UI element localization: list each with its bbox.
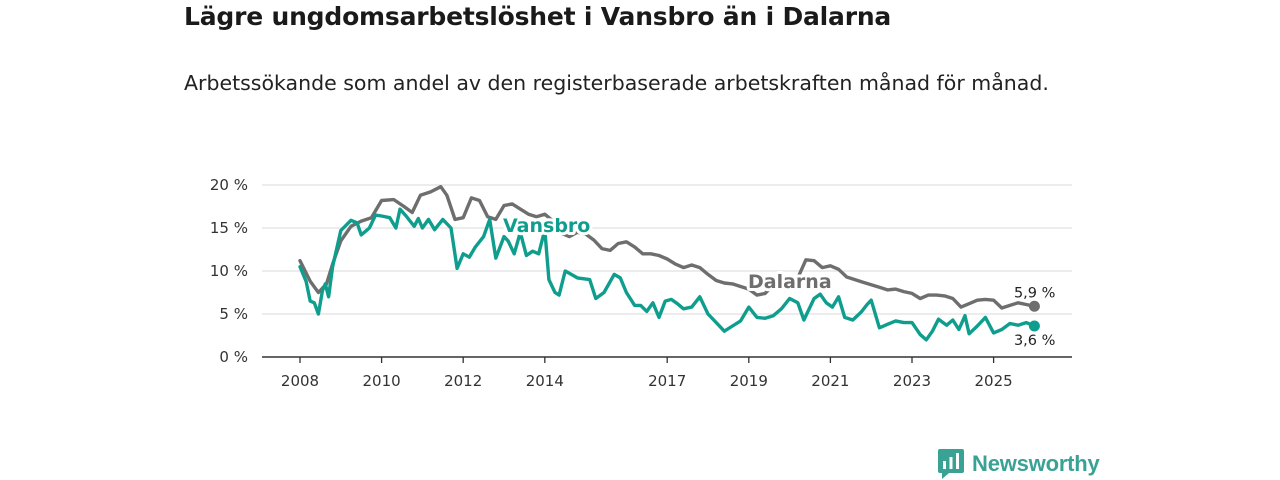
- end-point-dalarna: [1028, 300, 1040, 312]
- y-tick-label: 5 %: [219, 305, 248, 323]
- series-name-label-dalarna: Dalarna: [748, 271, 832, 293]
- series-line-dalarna: [298, 185, 1037, 310]
- x-axis: 2008 2010 2012 2014 2017 2019 2021 2023 2025: [262, 356, 1072, 390]
- brand-name: Newsworthy: [972, 451, 1100, 476]
- x-tick-label: 2023: [893, 372, 931, 390]
- y-tick-label: 20 %: [210, 176, 248, 194]
- y-axis-ticks: 0 % 5 % 10 % 15 % 20 %: [210, 176, 248, 366]
- series-name-label-vansbro: Vansbro: [503, 215, 590, 237]
- series-name-halo-vansbro: Vansbro: [503, 215, 590, 237]
- newsworthy-logo-icon: [938, 449, 964, 479]
- x-tick-label: 2021: [811, 372, 849, 390]
- series-name-halo-dalarna: Dalarna: [748, 271, 832, 293]
- series-lines: [298, 185, 1040, 342]
- y-tick-label: 10 %: [210, 262, 248, 280]
- x-tick-label: 2025: [975, 372, 1013, 390]
- chart-subtitle: Arbetssökande som andel av den registerb…: [184, 71, 1049, 95]
- newsworthy-brand: Newsworthy: [938, 449, 1100, 479]
- y-tick-label: 15 %: [210, 219, 248, 237]
- x-tick-label: 2012: [444, 372, 482, 390]
- end-value-label-dalarna: 5,9 %: [1014, 285, 1055, 301]
- end-point-vansbro: [1028, 320, 1040, 332]
- end-value-label-vansbro: 3,6 %: [1014, 333, 1055, 349]
- x-tick-label: 2014: [526, 372, 564, 390]
- series-line-vansbro: [298, 207, 1037, 342]
- chart-title: Lägre ungdomsarbetslöshet i Vansbro än i…: [184, 2, 892, 31]
- gridlines: [262, 184, 1072, 315]
- x-tick-label: 2019: [730, 372, 768, 390]
- x-tick-label: 2010: [363, 372, 401, 390]
- y-tick-label: 0 %: [219, 348, 248, 366]
- x-tick-label: 2008: [281, 372, 319, 390]
- x-tick-label: 2017: [648, 372, 686, 390]
